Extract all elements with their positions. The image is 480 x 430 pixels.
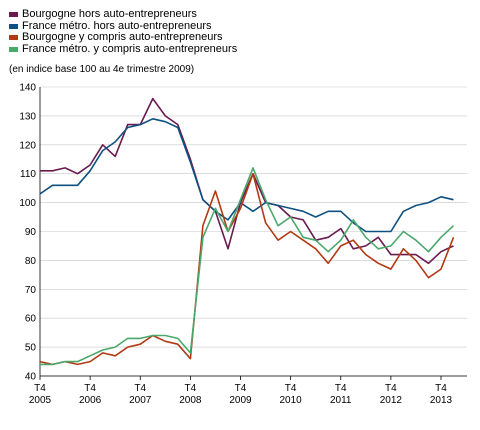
y-tick-label: 140 — [19, 83, 36, 94]
y-tick-label: 60 — [25, 314, 37, 325]
legend-item-bourgogne-hors-ae: Bourgogne hors auto-entrepreneurs — [9, 8, 237, 21]
chart-note: (en indice base 100 au 4e trimestre 2009… — [9, 64, 195, 75]
axes — [39, 87, 467, 380]
x-tick-label: T4 — [34, 383, 46, 394]
x-tick-label: T4 — [285, 383, 297, 394]
legend-swatch — [9, 12, 18, 18]
y-tick-label: 50 — [25, 343, 37, 354]
legend-swatch — [9, 23, 18, 29]
tick-labels: 405060708090100110120130140T42005T42006T… — [19, 83, 452, 407]
legend-label: France métro. y compris auto-entrepreneu… — [22, 42, 238, 55]
x-tick-label: 2012 — [380, 395, 403, 406]
y-tick-label: 90 — [25, 227, 37, 238]
legend-label: France métro. hors auto-entrepreneurs — [22, 19, 212, 32]
x-tick-label: T4 — [185, 383, 197, 394]
legend-swatch — [9, 46, 18, 52]
series-line-4 — [40, 167, 455, 366]
legend-swatch — [9, 35, 18, 41]
legend-label: Bourgogne y compris auto-entrepreneurs — [22, 31, 223, 43]
x-tick-label: 2007 — [129, 395, 152, 406]
x-tick-label: 2010 — [280, 395, 303, 406]
y-tick-label: 130 — [19, 111, 36, 122]
y-tick-label: 120 — [19, 140, 36, 151]
x-tick-label: 2013 — [430, 395, 453, 406]
x-tick-label: T4 — [235, 383, 247, 394]
legend-item-france-yc-ae: France métro. y compris auto-entrepreneu… — [9, 42, 238, 56]
y-tick-label: 110 — [20, 169, 36, 180]
chart-legend: Bourgogne hors auto-entrepreneurs France… — [9, 8, 238, 56]
x-tick-label: 2011 — [330, 395, 352, 406]
y-tick-label: 100 — [19, 198, 36, 209]
legend-item-france-hors-ae: France métro. hors auto-entrepreneurs — [9, 19, 237, 33]
series-lines — [39, 97, 455, 366]
series-line-1 — [40, 97, 454, 265]
x-tick-label: 2005 — [29, 395, 52, 406]
x-tick-label: 2006 — [79, 395, 102, 406]
legend-label: Bourgogne hors auto-entrepreneurs — [22, 8, 197, 20]
y-tick-label: 70 — [25, 285, 37, 296]
x-tick-label: T4 — [435, 383, 447, 394]
x-tick-label: T4 — [385, 383, 397, 394]
x-tick-label: 2008 — [179, 395, 202, 406]
legend-item-bourgogne-yc-ae: Bourgogne y compris auto-entrepreneurs — [9, 31, 237, 44]
y-tick-label: 40 — [25, 372, 37, 383]
x-tick-label: T4 — [134, 383, 146, 394]
x-tick-label: T4 — [84, 383, 96, 394]
series-line-2 — [39, 118, 454, 233]
y-tick-label: 80 — [25, 256, 37, 267]
series-line-3 — [39, 172, 455, 366]
x-tick-label: 2009 — [229, 395, 252, 406]
x-tick-label: T4 — [335, 383, 347, 394]
